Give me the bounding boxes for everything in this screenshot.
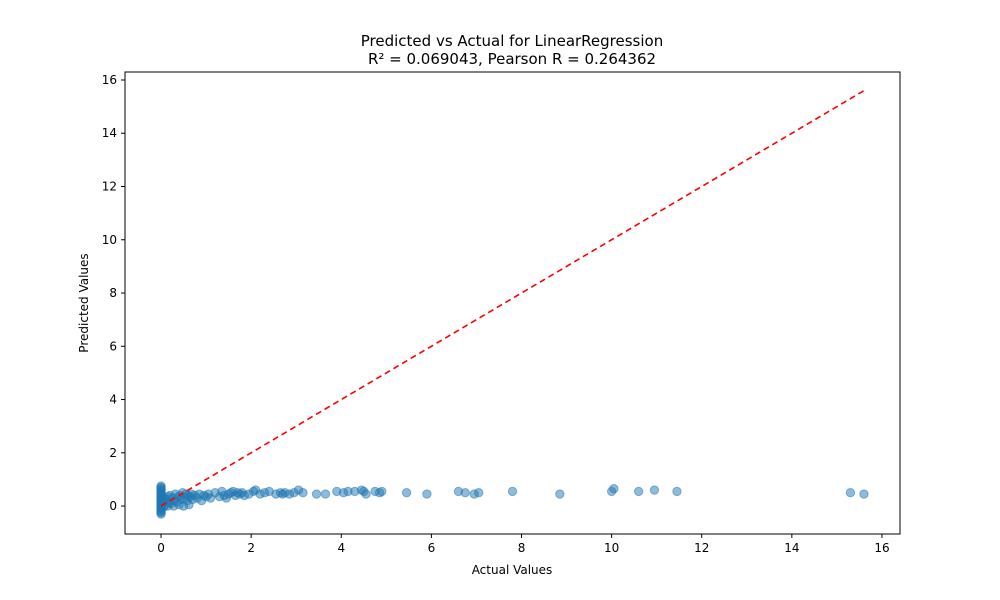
x-tick-label: 6 [428, 541, 436, 555]
x-tick-label: 0 [157, 541, 165, 555]
y-axis-label: Predicted Values [77, 253, 91, 352]
y-tick-label: 8 [109, 286, 117, 300]
scatter-point [507, 486, 518, 497]
scatter-point [633, 486, 644, 497]
x-tick-label: 10 [604, 541, 619, 555]
scatter-point [401, 488, 412, 498]
x-tick-label: 2 [247, 541, 255, 555]
y-tick-label: 12 [102, 180, 117, 194]
scatter-point [422, 489, 432, 499]
y-tick-label: 2 [109, 446, 117, 460]
identity-line [160, 89, 865, 507]
scatter-point [555, 489, 565, 499]
y-tick-label: 6 [109, 339, 117, 353]
scatter-points [156, 481, 869, 519]
chart-subtitle: R² = 0.069043, Pearson R = 0.264362 [368, 50, 656, 68]
chart-title: Predicted vs Actual for LinearRegression [361, 32, 663, 50]
scatter-point [845, 488, 856, 498]
scatter-point [474, 488, 484, 498]
x-axis-label: Actual Values [472, 563, 553, 577]
y-tick-label: 10 [102, 233, 117, 247]
x-axis-ticks: 0 2 4 6 8 10 12 14 16 [157, 534, 890, 555]
y-tick-label: 14 [102, 126, 117, 140]
scatter-point [609, 484, 619, 494]
scatter-point [320, 489, 331, 499]
x-tick-label: 12 [694, 541, 709, 555]
x-tick-label: 14 [784, 541, 799, 555]
y-tick-label: 4 [109, 393, 117, 407]
plot-area [124, 71, 901, 535]
scatter-point [298, 488, 308, 498]
x-tick-label: 8 [518, 541, 526, 555]
scatter-point [460, 488, 470, 498]
scatter-point [649, 485, 660, 495]
scatter-point [859, 489, 869, 499]
axes-frame [124, 71, 901, 535]
y-tick-label: 0 [109, 499, 117, 513]
scatter-point [156, 481, 166, 491]
x-tick-label: 4 [337, 541, 345, 555]
identity-line-path [160, 89, 865, 507]
y-axis-ticks: 0 2 4 6 8 10 12 14 16 [102, 73, 125, 513]
y-tick-label: 16 [102, 73, 117, 87]
scatter-point [377, 486, 387, 497]
x-tick-label: 16 [874, 541, 889, 555]
scatter-point [672, 486, 682, 497]
scatter-point [361, 489, 371, 499]
scatter-point [311, 489, 322, 499]
